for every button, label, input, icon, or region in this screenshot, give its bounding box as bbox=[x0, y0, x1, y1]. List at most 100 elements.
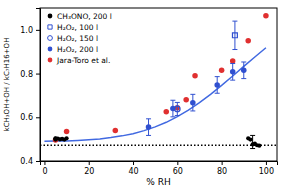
tick-label: 0.8 bbox=[20, 70, 33, 79]
error-bar bbox=[230, 64, 235, 81]
error-bar bbox=[190, 94, 195, 111]
legend-entry: Jara-Toro et al. bbox=[48, 56, 111, 65]
point bbox=[64, 129, 70, 135]
error-bar-cap bbox=[241, 61, 246, 62]
legend-marker bbox=[48, 58, 53, 63]
series bbox=[232, 21, 237, 49]
tick-mark bbox=[177, 161, 178, 165]
legend-marker bbox=[48, 25, 52, 29]
legend-label: Jara-Toro et al. bbox=[56, 56, 110, 65]
fit-line bbox=[44, 48, 265, 142]
tick: 40 bbox=[128, 161, 138, 176]
error-bar-cap bbox=[146, 135, 151, 136]
tick: 80 bbox=[217, 161, 227, 176]
tick: 60 bbox=[173, 161, 183, 176]
legend-label: H₂O₂, 200 l bbox=[57, 45, 98, 54]
error-bar-cap bbox=[170, 116, 175, 117]
y-axis: 0.4 0.6 0.8 1.0 bbox=[20, 9, 40, 167]
error-bar bbox=[175, 102, 180, 115]
tick-label: 60 bbox=[173, 167, 183, 176]
legend: CH₃ONO, 200 l H₂O₂, 100 l H₂O₂, 150 l H₂O₂,… bbox=[48, 12, 112, 65]
legend-entry: H₂O₂, 100 l bbox=[48, 23, 98, 32]
tick-mark bbox=[36, 74, 40, 75]
plot-area bbox=[40, 13, 277, 149]
tick-mark bbox=[44, 161, 45, 165]
point bbox=[241, 68, 247, 74]
point bbox=[257, 144, 261, 148]
legend-marker bbox=[48, 14, 53, 19]
legend-marker bbox=[48, 36, 53, 41]
error-bar-cap bbox=[175, 102, 180, 103]
tick: 1.0 bbox=[20, 26, 40, 35]
point bbox=[219, 68, 225, 74]
plot-frame bbox=[40, 8, 277, 161]
error-bar-cap bbox=[215, 76, 220, 77]
tick-label: 0.6 bbox=[20, 113, 33, 122]
error-bar-stem bbox=[177, 102, 178, 115]
legend-entry: CH₃ONO, 200 l bbox=[48, 12, 112, 21]
point bbox=[232, 33, 237, 38]
point bbox=[214, 82, 220, 88]
series bbox=[175, 102, 181, 115]
error-bar-cap bbox=[230, 80, 235, 81]
point bbox=[230, 58, 236, 64]
point bbox=[245, 38, 251, 44]
point bbox=[248, 137, 252, 141]
x-axis-title: % RH bbox=[146, 177, 170, 187]
error-bar-cap bbox=[190, 110, 195, 111]
series bbox=[146, 62, 247, 135]
point bbox=[64, 136, 68, 140]
y-axis-title: kCH₃OH+OH / kC₇H16+OH bbox=[3, 38, 11, 132]
tick-mark bbox=[89, 161, 90, 165]
point bbox=[263, 13, 269, 19]
legend-entry: H₂O₂, 200 l bbox=[48, 45, 99, 54]
legend-entry: H₂O₂, 150 l bbox=[48, 34, 99, 43]
series bbox=[53, 136, 261, 148]
error-bar-cap bbox=[146, 118, 151, 119]
point bbox=[183, 97, 189, 103]
error-bar bbox=[215, 77, 220, 94]
error-bar-cap bbox=[175, 115, 180, 116]
error-bar bbox=[241, 62, 246, 79]
axis-line bbox=[36, 9, 41, 162]
error-bar bbox=[146, 119, 151, 136]
error-bar-cap bbox=[250, 148, 255, 149]
reference-line bbox=[40, 145, 277, 147]
point bbox=[190, 100, 196, 106]
error-bar-cap bbox=[241, 78, 246, 79]
error-bar-cap bbox=[215, 93, 220, 94]
error-bar-cap bbox=[232, 21, 237, 22]
tick: 20 bbox=[84, 161, 94, 176]
tick: 0.4 bbox=[20, 157, 40, 166]
tick-mark bbox=[36, 117, 40, 118]
error-bar-cap bbox=[170, 100, 175, 101]
legend-label: H₂O₂, 100 l bbox=[57, 23, 98, 32]
tick-label: 1.0 bbox=[20, 26, 33, 35]
tick-label: 100 bbox=[259, 167, 274, 176]
error-bar-cap bbox=[230, 63, 235, 64]
tick-label: 80 bbox=[217, 167, 227, 176]
point bbox=[113, 128, 119, 134]
point bbox=[163, 109, 169, 115]
x-axis: 0 20 40 60 80 100 bbox=[41, 161, 278, 176]
point bbox=[146, 124, 152, 130]
error-bar-stem bbox=[234, 21, 235, 49]
tick-label: 0 bbox=[42, 167, 47, 176]
tick-mark bbox=[133, 161, 134, 165]
tick-label: 20 bbox=[84, 167, 94, 176]
axis-line bbox=[41, 162, 278, 166]
tick-label: 40 bbox=[128, 167, 138, 176]
error-bar bbox=[232, 21, 237, 49]
error-bar-cap bbox=[250, 135, 255, 136]
tick-label: 0.4 bbox=[20, 157, 33, 166]
point bbox=[230, 69, 236, 75]
tick: 100 bbox=[259, 161, 274, 176]
tick-mark bbox=[36, 161, 40, 162]
tick-mark bbox=[222, 161, 223, 165]
point bbox=[192, 73, 198, 79]
tick: 0 bbox=[42, 161, 47, 176]
tick: 0.6 bbox=[20, 113, 40, 122]
tick-mark bbox=[266, 161, 267, 165]
error-bar-cap bbox=[232, 49, 237, 50]
tick: 0.8 bbox=[20, 70, 40, 79]
